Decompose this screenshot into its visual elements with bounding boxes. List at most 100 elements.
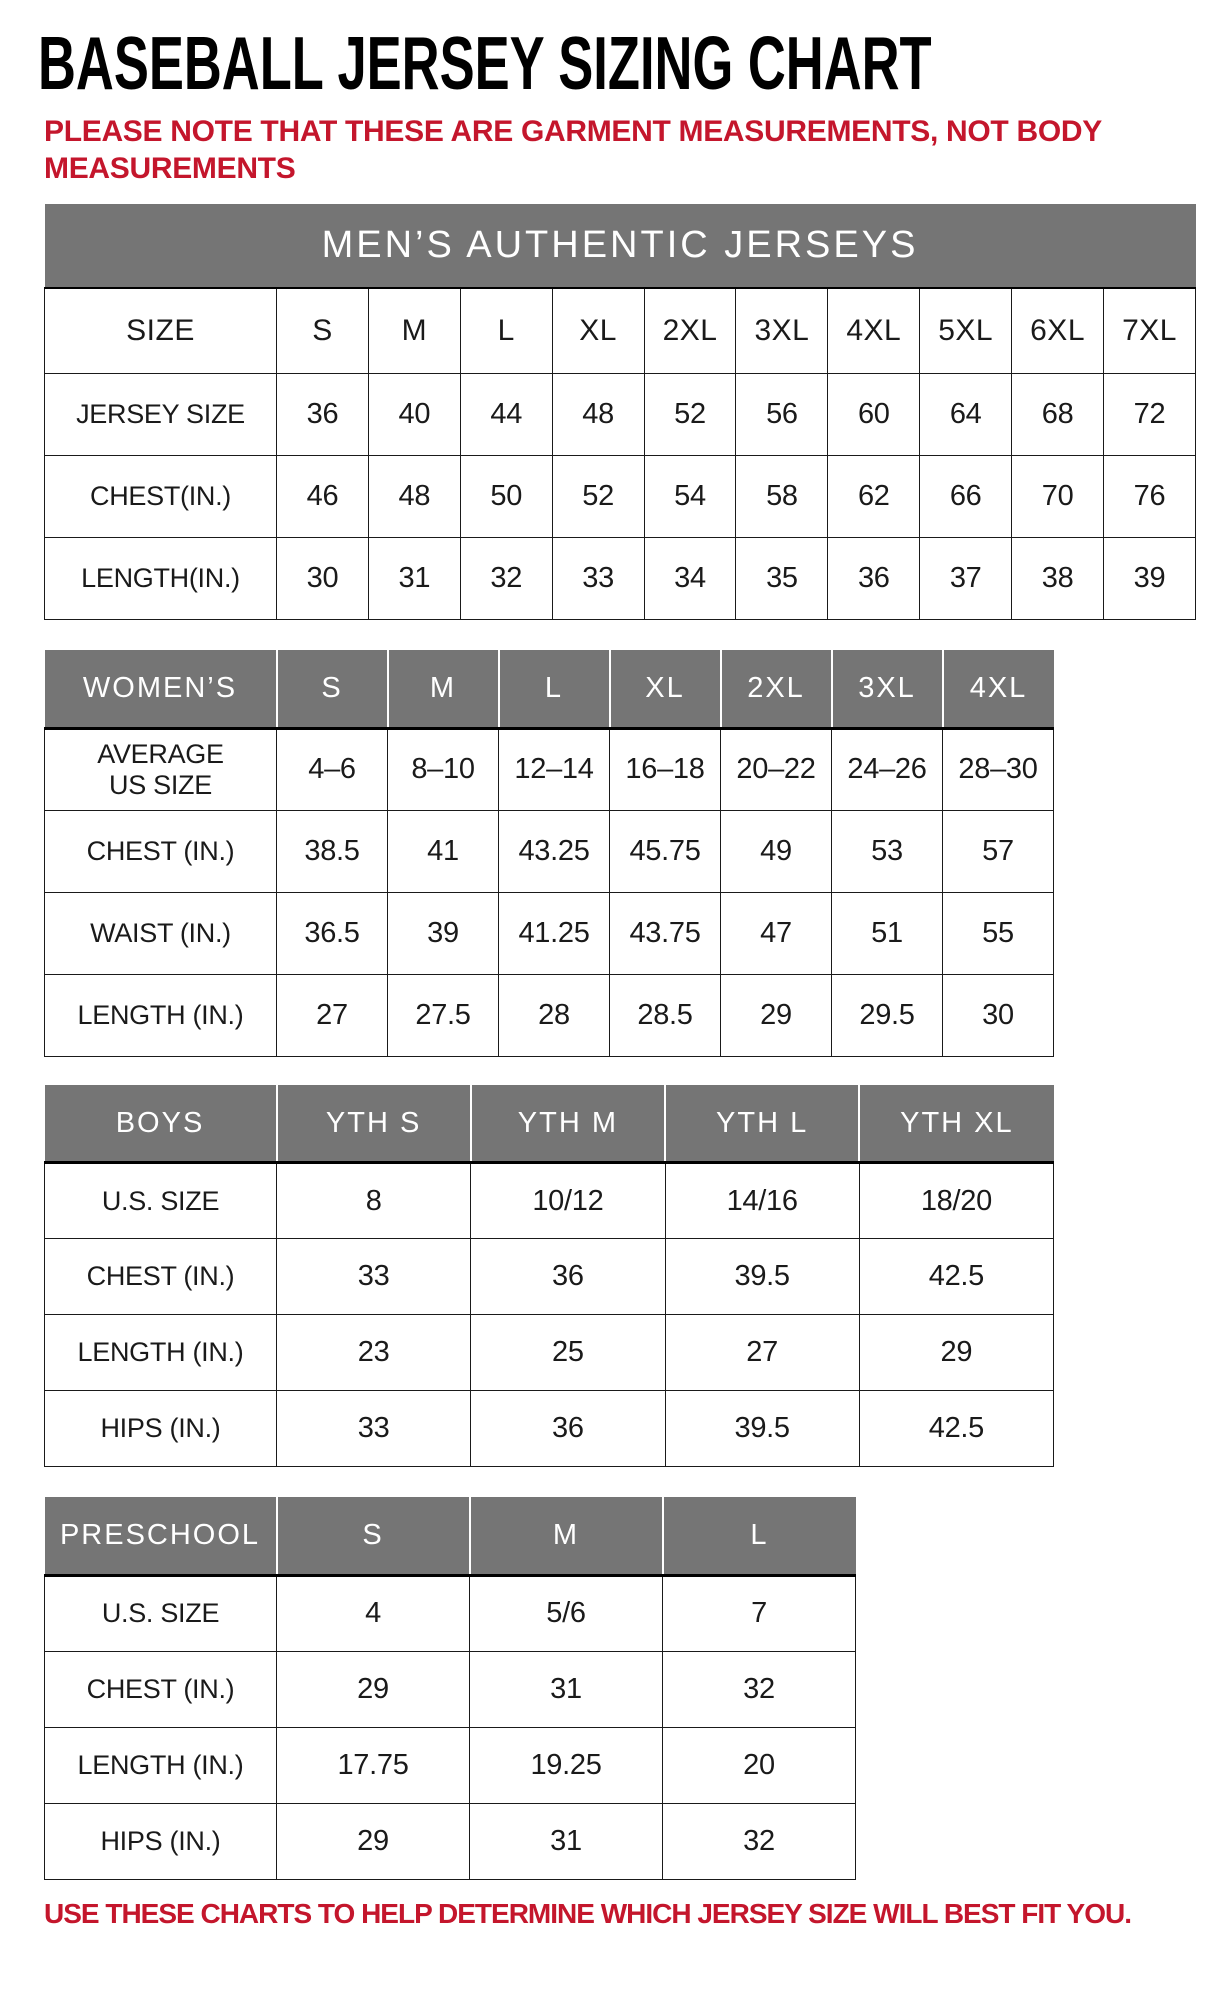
table-cell: 27.5	[387, 973, 499, 1057]
table-cell: 39.5	[664, 1238, 860, 1316]
table-cell: 33	[275, 1238, 472, 1316]
womens-column-header: 2XL	[719, 650, 833, 730]
preschool-table: PRESCHOOL S M L U.S. SIZE 4 5/6 7 CHEST (IN.) 29…	[44, 1497, 856, 1880]
table-cell: 41	[387, 809, 499, 893]
row-label: HIPS (IN.)	[44, 1390, 277, 1468]
preschool-header-row: PRESCHOOL S M L	[44, 1497, 856, 1577]
row-label: LENGTH (IN.)	[44, 973, 277, 1057]
mens-authentic-jerseys-header-row: SIZE S M L XL 2XL 3XL 4XL 5XL 6XL 7XL	[44, 287, 1196, 375]
table-cell: 46	[276, 455, 369, 539]
table-cell: 34	[643, 537, 737, 621]
table-cell: 55	[942, 891, 1054, 975]
table-cell: 33	[551, 537, 645, 621]
table-cell: 8	[275, 1162, 472, 1240]
table-cell: 45.75	[609, 809, 721, 893]
row-label: U.S. SIZE	[44, 1162, 277, 1240]
table-cell: 29.5	[831, 973, 943, 1057]
table-cell: 7	[662, 1574, 856, 1652]
table-cell: 60	[827, 373, 921, 457]
mens-authentic-jerseys-row: CHEST(IN.) 46 48 50 52 54 58 62 66 70 76	[44, 455, 1196, 539]
table-cell: 30	[942, 973, 1054, 1057]
table-cell: 43.75	[609, 891, 721, 975]
table-cell: 51	[831, 891, 943, 975]
womens-column-header: L	[497, 650, 611, 730]
table-cell: 23	[275, 1314, 472, 1392]
table-cell: 32	[459, 537, 553, 621]
preschool-column-header: S	[275, 1497, 471, 1577]
boys-column-header: YTH L	[663, 1084, 861, 1165]
row-label: JERSEY SIZE	[44, 373, 277, 457]
boys-column-header: YTH M	[469, 1084, 667, 1165]
womens-row: LENGTH (IN.) 27 27.5 28 28.5 29 29.5 30	[44, 973, 1054, 1057]
womens-header-row: WOMEN’S S M L XL 2XL 3XL 4XL	[44, 650, 1054, 730]
preschool-column-header: L	[661, 1497, 856, 1577]
mens-authentic-jerseys-column-header: SIZE	[44, 287, 277, 375]
boys-column-header: YTH S	[275, 1084, 472, 1165]
womens-column-header: 4XL	[941, 650, 1054, 730]
womens-column-header: 3XL	[830, 650, 944, 730]
table-cell: 19.25	[469, 1726, 663, 1804]
table-cell: 29	[858, 1314, 1055, 1392]
table-cell: 28–30	[942, 727, 1054, 811]
preschool-column-header: PRESCHOOL	[44, 1497, 278, 1577]
row-label: AVERAGE US SIZE	[44, 727, 277, 811]
mens-authentic-jerseys-table: MEN’S AUTHENTIC JERSEYS SIZE S M L XL 2XL 3XL 4X…	[44, 203, 1196, 621]
table-cell: 42.5	[858, 1238, 1055, 1316]
table-cell: 44	[459, 373, 553, 457]
table-cell: 76	[1103, 455, 1196, 539]
table-cell: 64	[919, 373, 1013, 457]
table-cell: 57	[942, 809, 1054, 893]
table-cell: 27	[276, 973, 388, 1057]
table-cell: 47	[720, 891, 832, 975]
preschool-row: HIPS (IN.) 29 31 32	[44, 1802, 856, 1880]
table-cell: 72	[1103, 373, 1196, 457]
table-cell: 29	[720, 973, 832, 1057]
table-cell: 48	[551, 373, 645, 457]
table-cell: 32	[662, 1802, 856, 1880]
womens-row: WAIST (IN.) 36.5 39 41.25 43.75 47 51 55	[44, 891, 1054, 975]
table-cell: 20–22	[720, 727, 832, 811]
table-cell: 24–26	[831, 727, 943, 811]
boys-header-row: BOYS YTH S YTH M YTH L YTH XL	[44, 1084, 1054, 1165]
mens-authentic-jerseys-column-header: 4XL	[827, 287, 921, 375]
table-cell: 39.5	[664, 1390, 860, 1468]
table-cell: 14/16	[664, 1162, 860, 1240]
table-cell: 39	[1103, 537, 1196, 621]
mens-authentic-jerseys-column-header: L	[459, 287, 553, 375]
table-cell: 39	[387, 891, 499, 975]
table-cell: 66	[919, 455, 1013, 539]
table-cell: 20	[662, 1726, 856, 1804]
table-cell: 16–18	[609, 727, 721, 811]
table-cell: 29	[276, 1650, 470, 1728]
row-label: LENGTH(IN.)	[44, 537, 277, 621]
table-cell: 36	[470, 1390, 666, 1468]
table-cell: 36	[827, 537, 921, 621]
table-cell: 27	[664, 1314, 860, 1392]
table-cell: 4	[276, 1574, 470, 1652]
table-cell: 41.25	[498, 891, 610, 975]
row-label: U.S. SIZE	[44, 1574, 277, 1652]
table-cell: 18/20	[858, 1162, 1055, 1240]
table-cell: 58	[735, 455, 829, 539]
mens-authentic-jerseys-column-header: 7XL	[1103, 287, 1196, 375]
womens-table: WOMEN’S S M L XL 2XL 3XL 4XL AVERAGE US SIZE 4–6…	[44, 650, 1054, 1057]
table-cell: 42.5	[858, 1390, 1055, 1468]
table-cell: 28	[498, 973, 610, 1057]
mens-authentic-jerseys-column-header: XL	[551, 287, 645, 375]
womens-column-header: S	[275, 650, 389, 730]
table-cell: 52	[551, 455, 645, 539]
table-cell: 53	[831, 809, 943, 893]
table-cell: 31	[367, 537, 461, 621]
table-cell: 54	[643, 455, 737, 539]
mens-authentic-jerseys-column-header: S	[276, 287, 369, 375]
table-cell: 5/6	[469, 1574, 663, 1652]
table-cell: 33	[275, 1390, 472, 1468]
table-cell: 8–10	[387, 727, 499, 811]
fit-advice-note: USE THESE CHARTS TO HELP DETERMINE WHICH…	[44, 1897, 1132, 1929]
table-cell: 48	[367, 455, 461, 539]
mens-authentic-jerseys-column-header: 5XL	[919, 287, 1013, 375]
table-cell: 31	[469, 1802, 663, 1880]
table-cell: 49	[720, 809, 832, 893]
table-cell: 50	[459, 455, 553, 539]
mens-authentic-jerseys-column-header: 6XL	[1011, 287, 1105, 375]
